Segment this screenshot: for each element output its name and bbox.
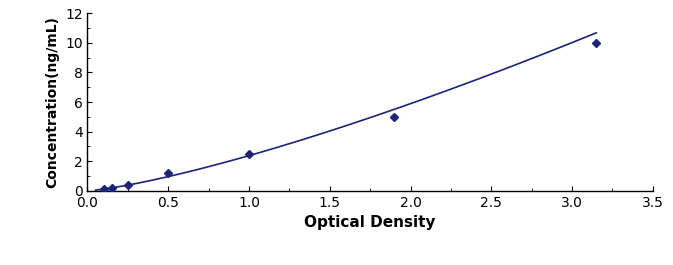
X-axis label: Optical Density: Optical Density xyxy=(304,215,436,230)
Y-axis label: Concentration(ng/mL): Concentration(ng/mL) xyxy=(46,16,59,188)
